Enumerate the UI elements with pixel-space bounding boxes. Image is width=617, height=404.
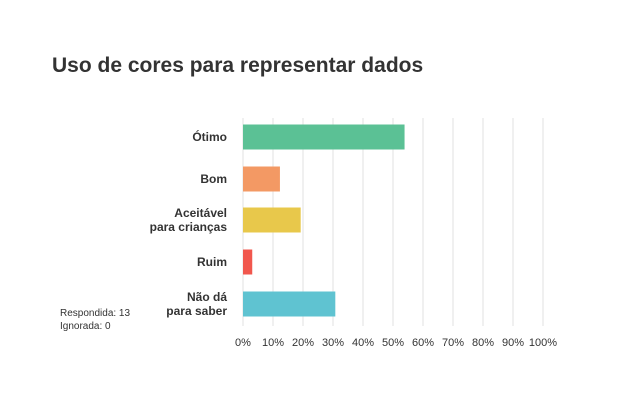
x-tick-label: 60%: [412, 337, 434, 349]
x-tick-label: 90%: [502, 337, 524, 349]
x-tick-label: 0%: [235, 337, 251, 349]
category-label: Aceitável: [174, 206, 227, 220]
x-tick-label: 10%: [262, 337, 284, 349]
chart-title: Uso de cores para representar dados: [52, 54, 424, 77]
x-tick-label: 30%: [322, 337, 344, 349]
category-label: Não dá: [187, 290, 227, 304]
category-label: para saber: [166, 304, 227, 318]
bar: [243, 291, 336, 317]
x-tick-label: 40%: [352, 337, 374, 349]
bar: [243, 207, 301, 233]
bar: [243, 166, 280, 192]
category-label: Bom: [200, 172, 227, 186]
answered-count: Respondida: 13: [60, 308, 131, 319]
category-label: Ruim: [197, 255, 227, 269]
category-label: para crianças: [150, 220, 228, 234]
category-label: Ótimo: [192, 129, 227, 144]
x-tick-label: 80%: [472, 337, 494, 349]
skipped-count: Ignorada: 0: [60, 321, 111, 332]
x-tick-label: 20%: [292, 337, 314, 349]
x-tick-label: 70%: [442, 337, 464, 349]
response-stats: Respondida: 13 Ignorada: 0: [60, 307, 130, 333]
bar: [243, 249, 253, 275]
x-tick-label: 50%: [382, 337, 404, 349]
x-tick-label: 100%: [529, 337, 557, 349]
x-axis-ticks: 0% 10% 20% 30% 40% 50% 60% 70% 80% 90% 100%: [235, 337, 557, 349]
bars: [243, 124, 405, 317]
bar: [243, 124, 405, 150]
